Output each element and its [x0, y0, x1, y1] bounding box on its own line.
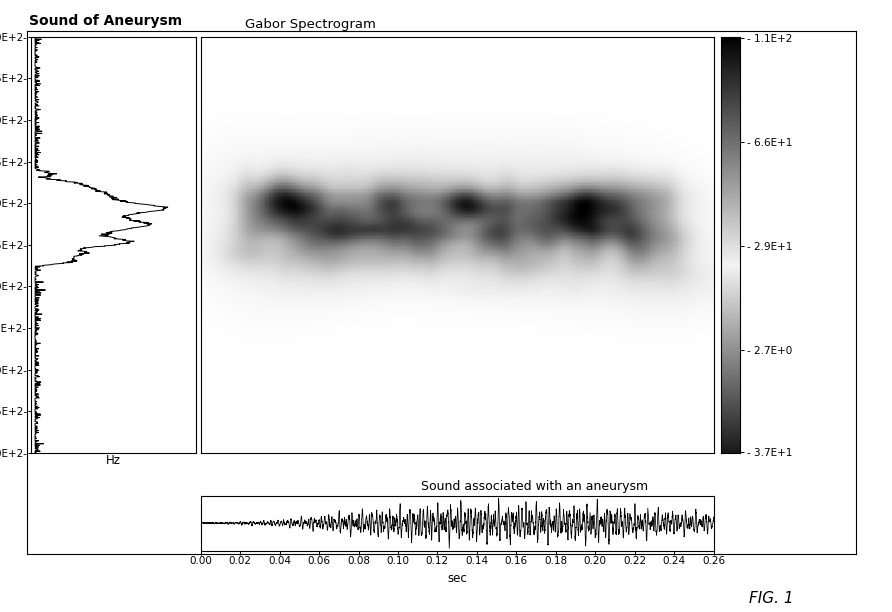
Text: Sound associated with an aneurysm: Sound associated with an aneurysm: [420, 480, 648, 493]
Text: FIG. 1: FIG. 1: [749, 591, 794, 606]
X-axis label: sec: sec: [447, 572, 467, 585]
X-axis label: Hz: Hz: [106, 454, 121, 468]
Text: Gabor Spectrogram: Gabor Spectrogram: [245, 18, 376, 31]
Text: Sound of Aneurysm: Sound of Aneurysm: [29, 13, 182, 28]
